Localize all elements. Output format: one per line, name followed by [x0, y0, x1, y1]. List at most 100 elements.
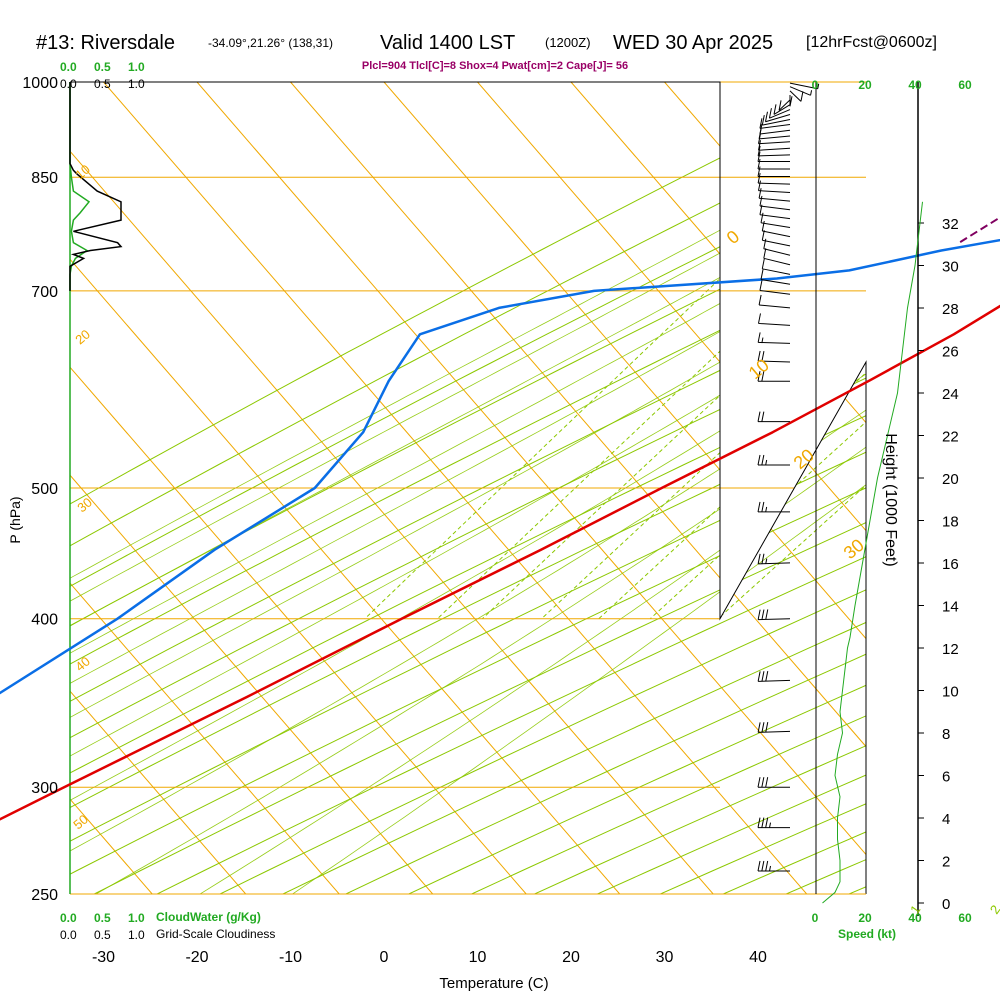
cloud-scale-top-green-2: 1.0: [128, 60, 145, 74]
valid-date: WED 30 Apr 2025: [613, 32, 773, 54]
temp-tick-label: 20: [562, 949, 580, 966]
height-tick-label: 8: [942, 726, 950, 743]
cloud-scale-top-black-2: 1.0: [128, 77, 145, 91]
wind-barb: [757, 145, 791, 157]
wind-barb: [763, 238, 791, 256]
wind-barb: [757, 140, 791, 151]
wind-barb: [757, 411, 790, 423]
cloud-scale-bottom-green-2: 1.0: [128, 911, 145, 925]
cloud-scale-bottom-black-1: 0.5: [94, 928, 111, 942]
pressure-tick-label: 700: [31, 284, 58, 301]
wind-barb: [773, 104, 791, 115]
speed-tick-label: 60: [958, 78, 972, 92]
wind-barb: [778, 99, 791, 111]
cloud-scale-bottom-green-1: 0.5: [94, 911, 111, 925]
temperature-trace: [0, 304, 1000, 821]
isotherm-label: 10: [745, 355, 773, 383]
moist-adiabat: [70, 82, 866, 894]
temp-tick-label: 0: [380, 949, 389, 966]
temp-tick-label: -30: [92, 949, 115, 966]
isotherm-label: 0: [723, 226, 744, 248]
dry-adiabat: [70, 82, 866, 894]
wind-barb: [789, 95, 793, 107]
mixing-ratio-line: [364, 82, 866, 620]
wind-barb: [760, 212, 791, 229]
wind-barb: [759, 118, 791, 129]
cloud-scale-bottom-black-0: 0.0: [60, 928, 77, 942]
dry-adiabat: [544, 82, 866, 894]
wind-barb: [758, 294, 791, 309]
wind-barb: [757, 722, 791, 733]
cloudiness-label: Grid-Scale Cloudiness: [156, 927, 275, 941]
speed-tick-label: 40: [908, 78, 922, 92]
wind-barb: [789, 86, 813, 96]
dewpoint-trace: [0, 238, 1000, 695]
wind-barb: [757, 371, 790, 382]
moist-adiabat: [292, 82, 866, 894]
forecast-label: [12hrFcst@0600z]: [806, 34, 937, 51]
mixing-ratio-line: [437, 82, 866, 620]
speed-tick-label: 20: [858, 78, 872, 92]
wind-barb: [757, 332, 791, 344]
dry-adiabat: [109, 82, 866, 894]
height-tick-label: 10: [942, 684, 959, 701]
wind-barb: [757, 158, 790, 170]
wind-barb: [759, 280, 791, 295]
wind-barb: [757, 313, 791, 326]
station-coords: -34.09°,21.26° (138,31): [208, 36, 333, 50]
dry-adiabat: [70, 82, 866, 894]
wind-barb: [757, 860, 790, 872]
height-tick-label: 0: [942, 896, 950, 913]
wind-barb: [757, 609, 791, 621]
wind-barb: [761, 230, 791, 247]
isotherm-label: 30: [74, 495, 95, 516]
dry-adiabat: [482, 82, 866, 894]
wind-barb: [764, 111, 791, 123]
temp-tick-label: -10: [279, 949, 302, 966]
isotherm-label: 40: [72, 654, 93, 675]
height-tick-label: 28: [942, 301, 959, 318]
isotherm-line: [570, 82, 866, 894]
isotherm-line: [851, 82, 866, 894]
height-tick-label: 4: [942, 811, 950, 828]
mixing-ratio-line: [598, 82, 866, 620]
wind-barb: [757, 180, 791, 194]
temp-tick-label: -20: [185, 949, 208, 966]
wind-barb: [757, 350, 791, 363]
height-tick-label: 26: [942, 344, 959, 361]
wind-barb: [757, 151, 790, 163]
dry-adiabat: [171, 82, 866, 894]
pressure-tick-label: 500: [31, 481, 58, 498]
cloud-scale-bottom-black-2: 1.0: [128, 928, 145, 942]
wind-barb: [759, 204, 791, 220]
dry-adiabat: [233, 82, 866, 894]
moist-adiabat: [70, 82, 866, 894]
wind-barb: [760, 269, 791, 285]
pressure-tick-label: 300: [31, 780, 58, 797]
height-tick-label: 18: [942, 514, 959, 531]
pressure-tick-label: 1000: [22, 75, 58, 92]
height-tick-label: 14: [942, 599, 959, 616]
height-tick-label: 22: [942, 429, 959, 446]
wind-barb: [757, 777, 790, 788]
isotherm-line: [477, 82, 866, 894]
height-tick-label: 30: [942, 259, 959, 276]
cloudwater-trace: [69, 82, 91, 291]
height-tick-label: 12: [942, 641, 959, 658]
dry-adiabat: [70, 82, 866, 894]
cloud-scale-top-black-0: 0.0: [60, 77, 77, 91]
cloud-scale-top-black-1: 0.5: [94, 77, 111, 91]
cloud-scale-top-green-1: 0.5: [94, 60, 111, 74]
utc-time: (1200Z): [545, 35, 591, 50]
wind-barb: [789, 90, 804, 102]
temp-tick-label: 10: [469, 949, 487, 966]
cloud-scale-bottom-green-0: 0.0: [60, 911, 77, 925]
valid-time: Valid 1400 LST: [380, 32, 515, 54]
height-tick-label: 32: [942, 216, 959, 233]
parcel-trace: [958, 216, 1000, 244]
cloudiness-trace: [69, 82, 123, 291]
temp-tick-label: 40: [749, 949, 767, 966]
speed-tick-label: 0: [812, 911, 819, 925]
dry-adiabat: [70, 82, 866, 894]
